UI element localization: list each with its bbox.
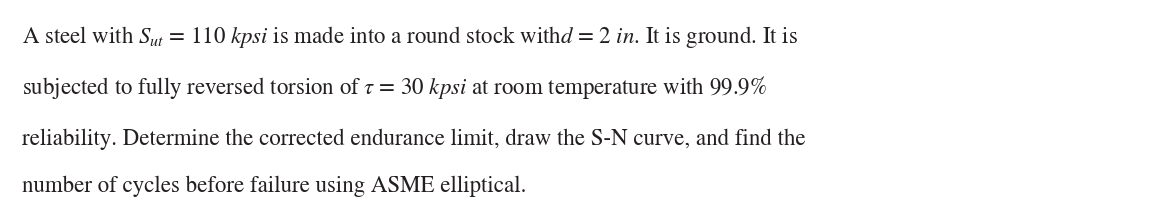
Text: A steel with $S_{ut}$ = 110 $kpsi$ is made into a round stock with$d$ = 2 $in$. : A steel with $S_{ut}$ = 110 $kpsi$ is ma… <box>22 24 799 50</box>
Text: reliability. Determine the corrected endurance limit, draw the S-N curve, and fi: reliability. Determine the corrected end… <box>22 128 806 150</box>
Text: subjected to fully reversed torsion of $\tau$ = 30 $kpsi$ at room temperature wi: subjected to fully reversed torsion of $… <box>22 74 767 102</box>
Text: number of cycles before failure using ASME elliptical.: number of cycles before failure using AS… <box>22 175 527 197</box>
